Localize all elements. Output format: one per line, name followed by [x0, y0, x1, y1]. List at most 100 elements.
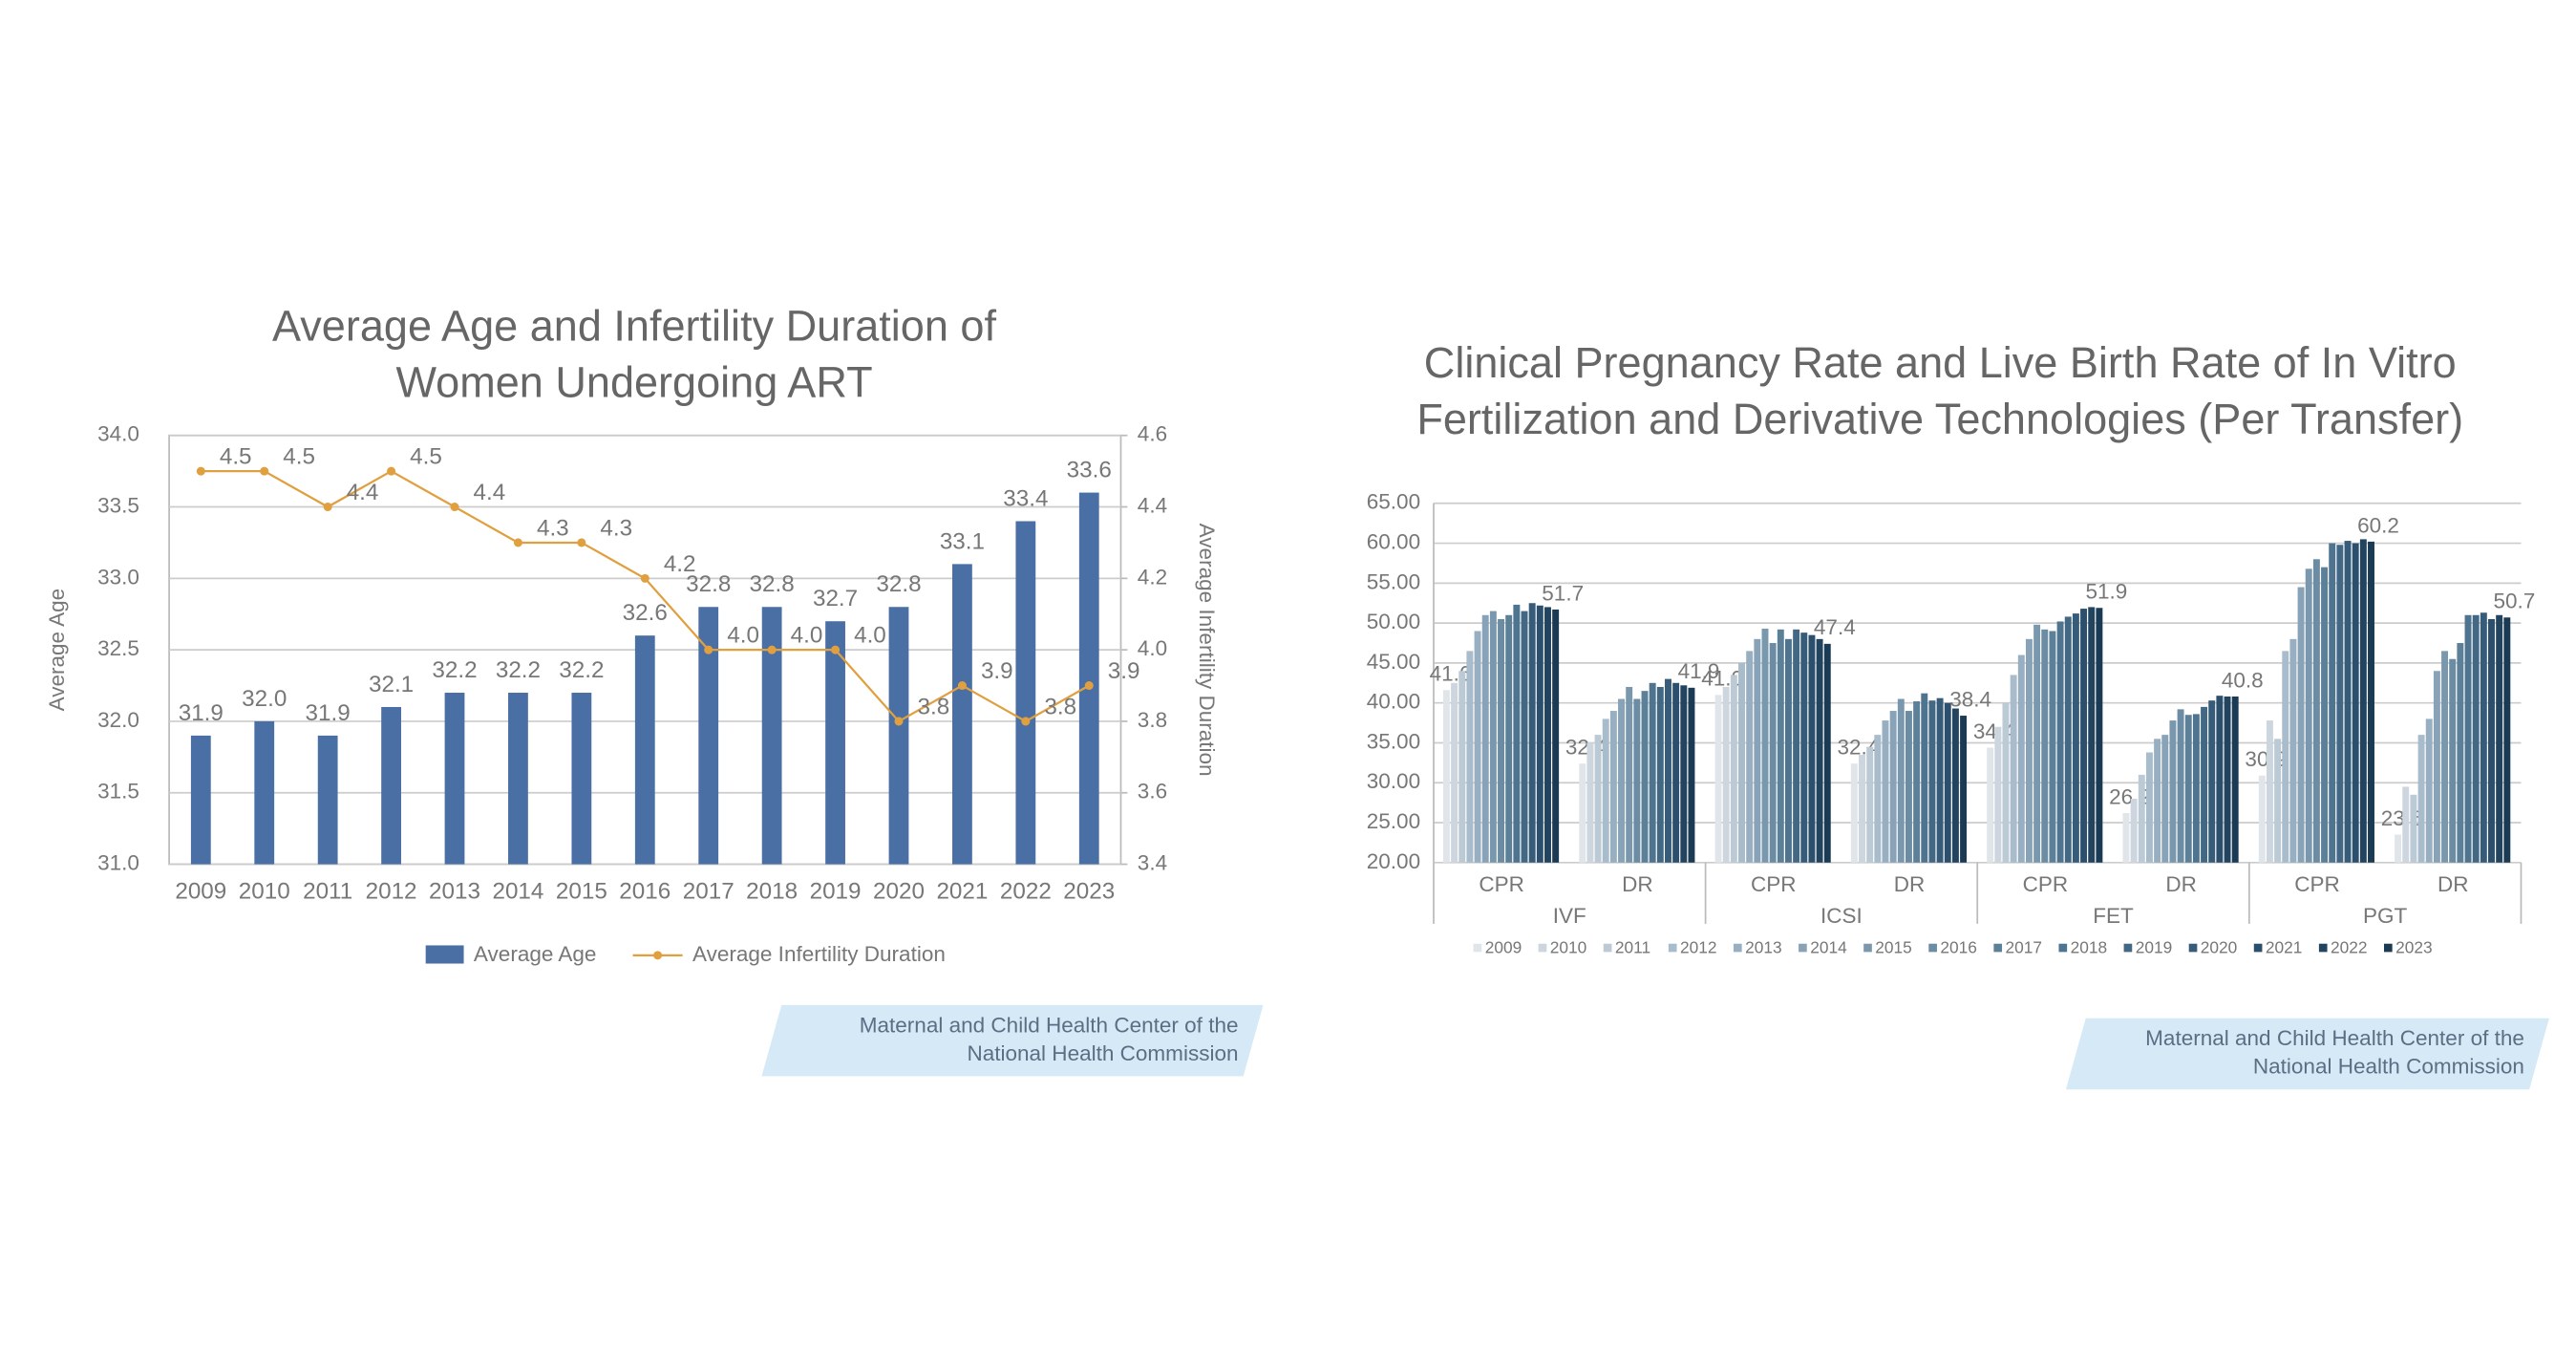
- data-label: 4.3: [537, 515, 569, 541]
- data-label: 32.0: [242, 686, 287, 712]
- y-tick-label: 60.00: [1367, 530, 1420, 554]
- y-tick-label: 35.00: [1367, 729, 1420, 753]
- bar: [508, 693, 528, 865]
- bar: [1078, 492, 1099, 865]
- bar: [1987, 747, 1994, 863]
- bar: [2025, 638, 2033, 863]
- bar: [888, 607, 909, 865]
- legend-swatch: [2253, 943, 2263, 953]
- x-tick-label: CPR: [1751, 872, 1797, 896]
- bar: [1850, 763, 1858, 863]
- bar: [2457, 643, 2464, 863]
- data-label: 47.4: [1814, 615, 1856, 639]
- bar: [1481, 614, 1489, 863]
- chart-title: Women Undergoing ART: [395, 358, 872, 407]
- bar: [2208, 700, 2216, 863]
- bar: [825, 621, 845, 865]
- bar: [1738, 662, 1745, 863]
- y-tick-label: 65.00: [1367, 490, 1420, 514]
- y-axis-title: Average Age: [45, 589, 69, 712]
- legend-label: 2010: [1550, 937, 1587, 956]
- bar: [2266, 720, 2273, 863]
- bar: [1536, 605, 1543, 863]
- bar: [1823, 643, 1831, 863]
- bar: [1609, 711, 1617, 863]
- bar: [2464, 614, 2472, 863]
- bar: [1688, 687, 1695, 863]
- bar: [2138, 774, 2145, 863]
- source-text: Maternal and Child Health Center of the: [860, 1013, 1239, 1037]
- bar: [1442, 690, 1450, 863]
- bar: [2472, 614, 2480, 863]
- bar: [2231, 697, 2239, 863]
- y2-axis-title: Average Infertility Duration: [1195, 524, 1219, 777]
- bar: [2352, 543, 2359, 863]
- bar: [2169, 720, 2177, 863]
- y2-tick-label: 3.6: [1138, 780, 1167, 804]
- legend-label: Average Infertility Duration: [692, 942, 946, 966]
- data-label: 4.5: [220, 444, 252, 470]
- bar: [2449, 658, 2457, 863]
- line-marker: [1021, 717, 1031, 726]
- bar: [2425, 718, 2433, 863]
- bar: [1944, 702, 1951, 863]
- bar: [1913, 701, 1921, 863]
- y2-tick-label: 3.8: [1138, 708, 1167, 732]
- bar: [2305, 568, 2312, 863]
- bar: [2488, 618, 2495, 863]
- bar: [381, 706, 401, 865]
- legend-swatch: [2188, 943, 2198, 953]
- legend-label: 2013: [1745, 937, 1782, 956]
- bar: [2359, 539, 2367, 863]
- data-label: 40.8: [2222, 668, 2264, 692]
- bar: [1897, 698, 1905, 863]
- data-label: 32.8: [750, 571, 795, 597]
- legend-label: 2011: [1615, 937, 1650, 956]
- chart-title: Fertilization and Derivative Technologie…: [1416, 395, 2463, 443]
- line-marker: [323, 503, 332, 512]
- bar: [1656, 686, 1664, 863]
- data-label: 3.9: [1108, 658, 1140, 684]
- legend-label: 2023: [2395, 937, 2433, 956]
- y-tick-label: 20.00: [1367, 849, 1420, 873]
- data-label: 60.2: [2357, 513, 2399, 537]
- bar: [2010, 675, 2017, 863]
- bar: [1785, 638, 1792, 863]
- legend-label: 2012: [1680, 937, 1717, 956]
- y-tick-label: 31.0: [97, 850, 139, 874]
- bar: [1730, 675, 1737, 863]
- legend-swatch: [1538, 943, 1547, 953]
- bar: [952, 564, 972, 865]
- bar: [1649, 682, 1656, 863]
- y2-tick-label: 4.0: [1138, 636, 1167, 660]
- bar: [2312, 559, 2320, 863]
- y-tick-label: 33.5: [97, 493, 139, 517]
- source-box: [761, 1004, 1264, 1077]
- group-label: FET: [2093, 904, 2134, 928]
- bar: [1521, 611, 1528, 863]
- y-tick-label: 55.00: [1367, 569, 1420, 593]
- bar: [1859, 755, 1865, 863]
- bar: [1505, 614, 1513, 863]
- bar: [2344, 541, 2352, 863]
- bar: [1680, 685, 1688, 863]
- data-label: 32.2: [496, 657, 541, 683]
- data-label: 4.2: [664, 551, 696, 577]
- data-label: 32.2: [559, 657, 604, 683]
- line-marker: [957, 681, 967, 691]
- bar: [1552, 609, 1560, 863]
- data-label: 4.3: [600, 515, 632, 541]
- bar: [2216, 696, 2224, 863]
- y-tick-label: 25.00: [1367, 809, 1420, 833]
- legend-swatch: [653, 951, 663, 960]
- bar: [2282, 651, 2289, 863]
- line-marker: [260, 466, 269, 476]
- legend-swatch: [1799, 943, 1807, 953]
- bar: [2192, 714, 2200, 863]
- bar: [444, 693, 465, 865]
- y2-tick-label: 3.4: [1138, 850, 1167, 874]
- bar: [2402, 786, 2410, 863]
- source-text: National Health Commission: [2253, 1055, 2524, 1079]
- bar: [1513, 604, 1521, 863]
- bar: [1672, 682, 1680, 863]
